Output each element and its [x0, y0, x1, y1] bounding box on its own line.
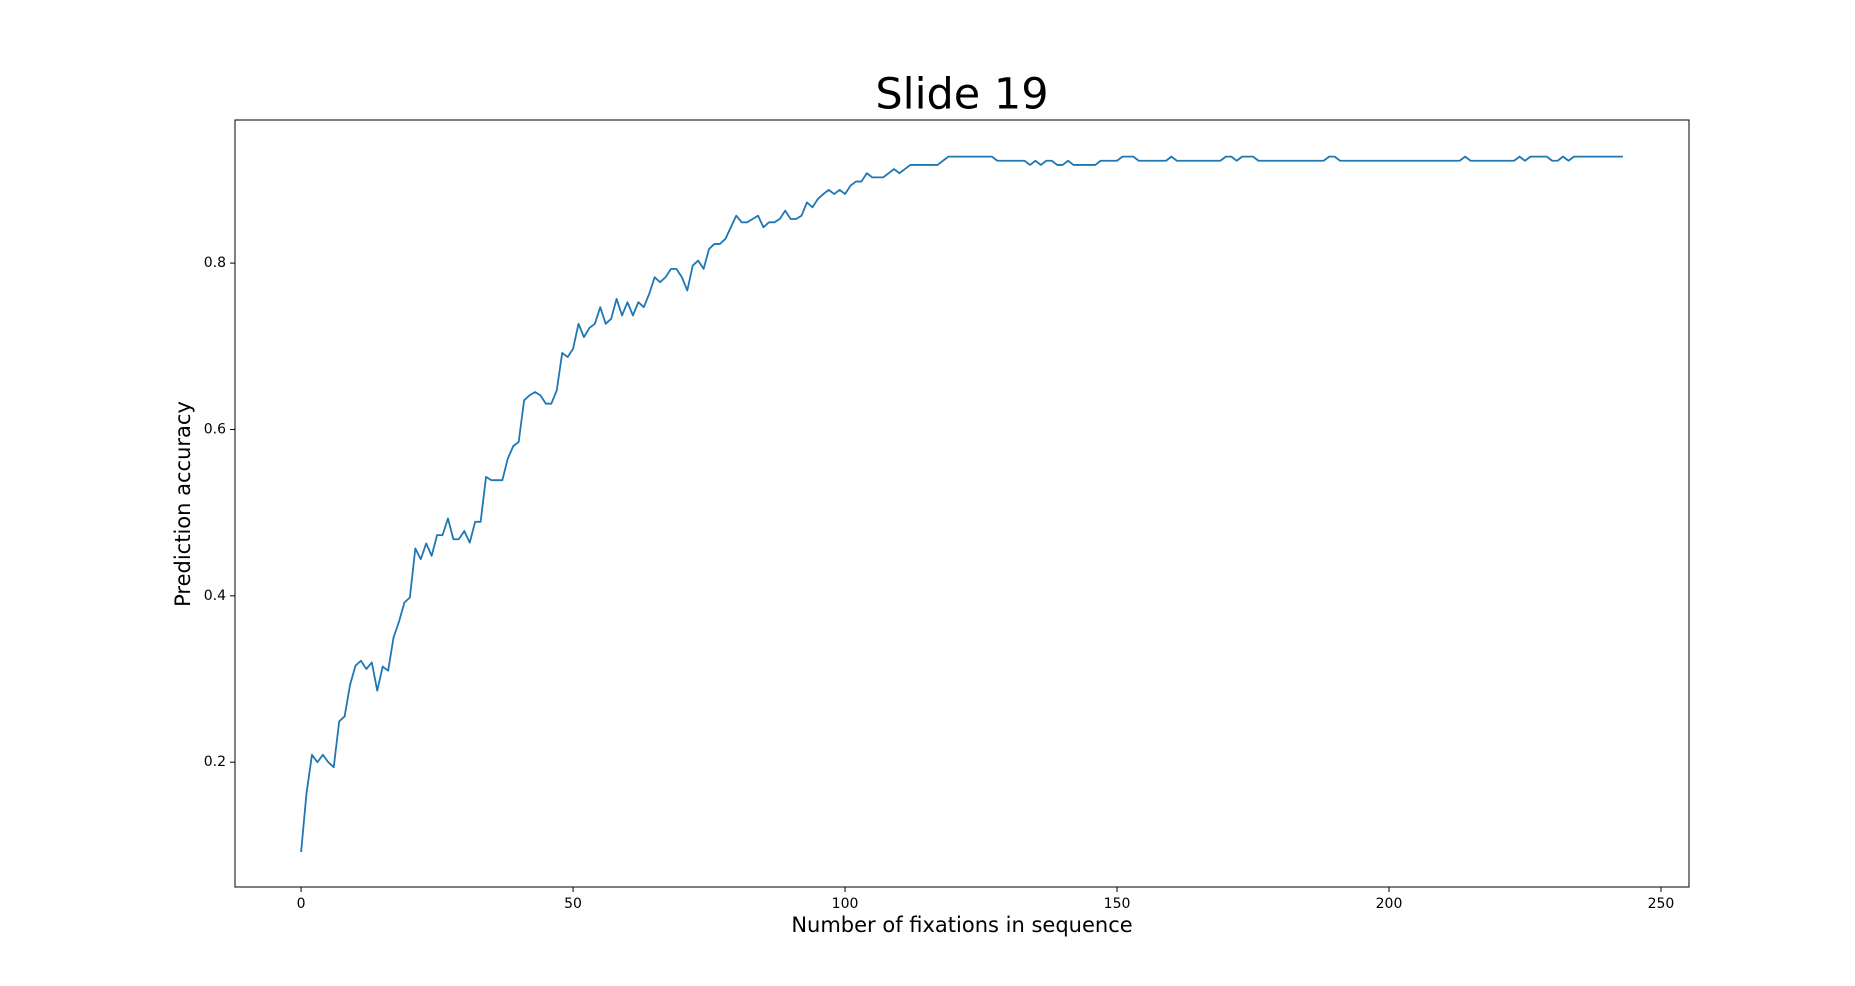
x-tick-label: 150	[1104, 896, 1131, 912]
y-axis-label: Prediction accuracy	[171, 401, 195, 607]
x-tick-label: 250	[1648, 896, 1675, 912]
x-tick-label: 0	[297, 896, 306, 912]
x-tick-label: 200	[1376, 896, 1403, 912]
x-tick-label: 100	[832, 896, 859, 912]
y-tick-label: 0.2	[204, 754, 226, 770]
y-tick-label: 0.8	[204, 255, 226, 271]
y-tick-label: 0.6	[204, 421, 226, 437]
axes-frame	[234, 119, 1690, 888]
x-tick-label: 50	[564, 896, 582, 912]
y-tick-label: 0.4	[204, 588, 226, 604]
x-axis-label: Number of fixations in sequence	[791, 913, 1132, 937]
chart-title: Slide 19	[875, 70, 1048, 120]
data-line	[300, 155, 1623, 853]
